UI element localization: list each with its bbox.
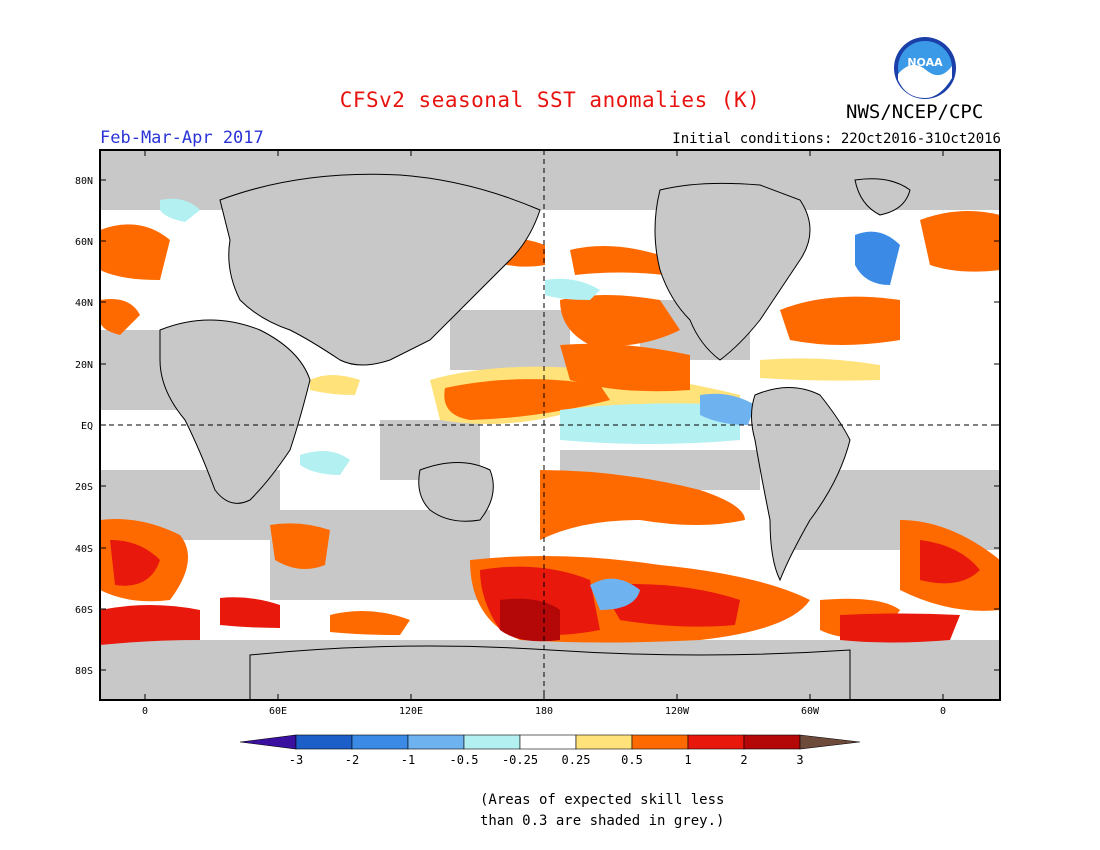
colorbar-swatch	[743, 734, 801, 750]
antarctica	[249, 645, 851, 701]
lon-label: 0	[940, 706, 946, 717]
lon-label: 0	[142, 706, 148, 717]
skill-note-line-2: than 0.3 are shaded in grey.)	[480, 813, 725, 829]
colorbar-tick-label: 0.5	[621, 753, 643, 767]
lat-label: 20S	[75, 482, 93, 493]
lat-label: 20N	[75, 360, 93, 371]
south-america	[751, 387, 851, 582]
lon-label: 120W	[665, 706, 690, 717]
lon-label: 180	[535, 706, 553, 717]
colorbar-swatch	[687, 734, 745, 750]
logo-text: NOAA	[907, 56, 943, 69]
noaa-logo: NOAA	[894, 37, 956, 99]
colorbar-tick-label: 0.25	[562, 753, 591, 767]
lon-label: 60E	[269, 706, 287, 717]
lat-label: 40S	[75, 544, 93, 555]
map-title: CFSv2 seasonal SST anomalies (K)	[339, 88, 761, 112]
colorbar-tick-label: -1	[401, 753, 415, 767]
colorbar-tick-label: 3	[796, 753, 803, 767]
lat-label: 60S	[75, 605, 93, 616]
greenland	[854, 178, 911, 216]
warm-anomalies	[100, 199, 1000, 645]
colorbar-swatch	[407, 734, 465, 750]
lon-axis: 0 60E 120E 180 120W 60W 0	[142, 150, 946, 717]
colorbar-tick-label: -0.25	[502, 753, 538, 767]
colorbar-swatch	[351, 734, 409, 750]
colorbar-tick-label: 2	[740, 753, 747, 767]
lat-axis: 80N 60N 40N 20N EQ 20S 40S 60S 80S	[75, 176, 1000, 677]
skill-note-line-1: (Areas of expected skill less	[480, 792, 725, 808]
lat-label: 80N	[75, 176, 93, 187]
lat-label: 60N	[75, 237, 93, 248]
australia	[418, 462, 494, 522]
north-america	[654, 182, 811, 361]
colorbar-tick-label: -0.5	[450, 753, 479, 767]
agency-label: NWS/NCEP/CPC	[846, 101, 984, 123]
lat-label: EQ	[81, 421, 93, 432]
continents	[159, 173, 911, 701]
africa	[159, 319, 311, 504]
colorbar-tick-label: -2	[345, 753, 359, 767]
lat-label: 80S	[75, 666, 93, 677]
colorbar-high-arrow	[799, 734, 861, 750]
colorbar-tick-label: 1	[684, 753, 691, 767]
initial-conditions: Initial conditions: 22Oct2016-31Oct2016	[672, 131, 1001, 147]
colorbar-low-arrow	[239, 734, 297, 750]
lat-label: 40N	[75, 298, 93, 309]
cool-anomalies	[160, 198, 900, 610]
colorbar-swatch	[575, 734, 633, 750]
colorbar: -3 -2 -1 -0.5 -0.25 0.25 0.5 1 2 3	[239, 734, 861, 767]
forecast-period: Feb-Mar-Apr 2017	[100, 128, 264, 148]
eurasia	[219, 173, 541, 366]
colorbar-swatch	[463, 734, 521, 750]
colorbar-swatch	[519, 734, 577, 750]
colorbar-swatch	[631, 734, 689, 750]
colorbar-tick-label: -3	[289, 753, 303, 767]
colorbar-swatch	[295, 734, 353, 750]
lon-label: 60W	[801, 706, 820, 717]
lon-label: 120E	[399, 706, 423, 717]
